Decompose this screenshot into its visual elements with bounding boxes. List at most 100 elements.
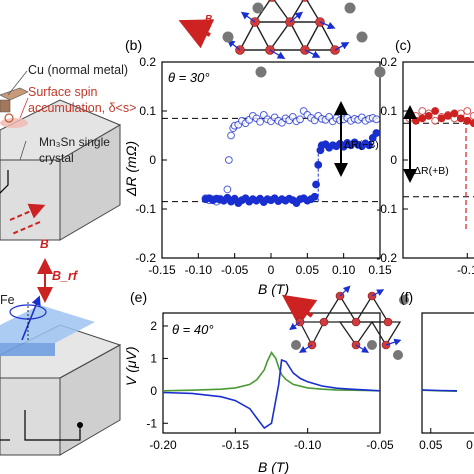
panel-c-reference-lines [403,122,474,198]
panel-f: 0.05 0.1 [419,312,474,452]
panel-c-points [405,107,474,128]
e-xtick-label: -0.05 [366,438,394,452]
c-ytick-label: 0.2 [380,55,397,69]
inset-b-field-arrow [178,19,215,49]
panel-b-theta: θ = 30° [168,70,210,85]
device-schematic-bottom [0,258,122,456]
c-filled-point [437,114,446,123]
c-filled-point [450,109,459,118]
b-open-point [227,131,235,140]
surface-label-line2: accumulation, δ<s> [28,101,136,115]
c-filled-point [424,112,433,120]
b-ytick-label: 0.1 [139,104,156,118]
field-arrow-back [11,221,41,235]
panel-b-x-ticks: -0.15 -0.10 -0.05 0 0.05 0.10 0.15 [148,253,392,277]
panel-c-x-ticks: -0.1 [457,253,474,277]
panel-e-x-ticks: -0.20 -0.15 -0.10 -0.05 [149,428,394,452]
c-filled-point [411,116,420,125]
c-ytick-label: 0 [390,153,397,167]
panel-c-delta-label: ΔR(+B) [414,165,449,177]
fe-label: Fe [0,293,15,307]
b-ytick-label: -0.2 [135,251,156,265]
panel-c-frame [402,61,474,259]
b-open-point [296,115,304,124]
b-filled-point [372,129,381,137]
panel-e-lines [162,351,381,430]
e-xtick-label: -0.15 [222,438,250,452]
b-open-point [372,115,381,124]
lattice-inset-b [178,0,386,78]
c-filled-point [431,107,440,115]
mnsn-label-line2: crystal [39,151,74,165]
b-xtick-label: -0.05 [221,263,249,277]
b-xtick-label: 0.10 [332,263,356,277]
b-xtick-label: 0 [268,263,275,277]
spin-vector [21,295,41,341]
f-blue-curve [421,389,458,392]
panel-e-tag: (e) [130,289,147,305]
panel-f-tag: (f) [400,289,413,305]
b-xtick-label: -0.10 [185,263,213,277]
device-schematic-top [0,70,122,241]
panel-b-points [201,107,381,208]
inset-e-field-label: B [302,298,309,309]
b-open-point [223,185,232,194]
e-ytick-label: 1 [150,351,157,365]
e-xtick-label: -0.20 [149,438,177,452]
b-ytick-label: 0 [149,153,156,167]
panel-e-ylabel: V (μV) [123,346,139,386]
b-xtick-label: 0.15 [368,263,392,277]
e-green-curve [162,351,381,392]
panel-b: -0.2-0.100.10.2 -0.15 -0.10 -0.05 0 0.05 0.10… [135,55,392,277]
inset-e-field-arrow [281,294,318,327]
c-filled-point [444,112,452,120]
b-field-label: B [40,237,49,251]
panel-b-ylabel: ΔR (mΩ) [123,141,139,197]
panel-b-frame [161,61,381,259]
panel-c: -0.2 -0.1 0 0.1 0.2 -0.1 [376,55,474,277]
c-filled-point [418,114,427,123]
b-xtick-label: -0.15 [148,263,176,277]
surface-label-line1: Surface spin [28,85,98,99]
b-open-point [256,117,265,126]
panel-b-delta-label: ΔR(−B) [344,139,379,151]
panel-e-theta: θ = 40° [172,322,214,337]
panel-c-tag: (c) [395,37,411,53]
panel-f-x-ticks: 0.05 0.1 [419,428,474,452]
mnsn-label-line1: Mn₃Sn single [39,135,110,149]
e-ytick-label: 0 [150,384,157,398]
b-filled-point [365,141,374,150]
panel-b-reference-lines [162,117,380,203]
e-blue-curve [162,358,381,430]
e-xtick-label: -0.10 [294,438,322,452]
e-ytick-label: 2 [150,319,157,333]
panel-e-frame [162,312,381,434]
b-xtick-label: 0.05 [296,263,320,277]
c-filled-point [469,119,474,128]
panel-e-xlabel: B (T) [258,459,289,474]
c-ytick-label: 0.1 [380,104,397,118]
panel-e-y-ticks: -1 0 1 2 [146,319,168,430]
brf-label: B_rf [52,269,79,283]
field-arrow-forward [9,203,46,221]
cu-label: Cu (normal metal) [28,63,128,77]
c-open-point [463,107,472,115]
panel-f-lines [421,389,458,392]
b-filled-point [310,192,319,201]
c-open-point [418,107,427,115]
b-open-point [224,156,233,164]
c-open-point [469,112,474,120]
panel-f-frame [421,312,474,434]
f-xtick-label: 0.05 [419,438,443,452]
panel-b-xlabel: B (T) [258,281,289,297]
b-ytick-label: -0.1 [135,202,156,216]
panel-c-y-ticks: -0.2 -0.1 0 0.1 0.2 [376,55,408,265]
c-open-point [431,116,440,125]
inset-b-field-label: B [205,14,212,25]
c-xtick-label: -0.1 [457,263,474,277]
c-filled-point [463,116,472,125]
b-ytick-label: 0.2 [139,55,156,69]
f-xtick-label: 0.1 [466,438,474,452]
lattice-inset-e [281,285,409,360]
